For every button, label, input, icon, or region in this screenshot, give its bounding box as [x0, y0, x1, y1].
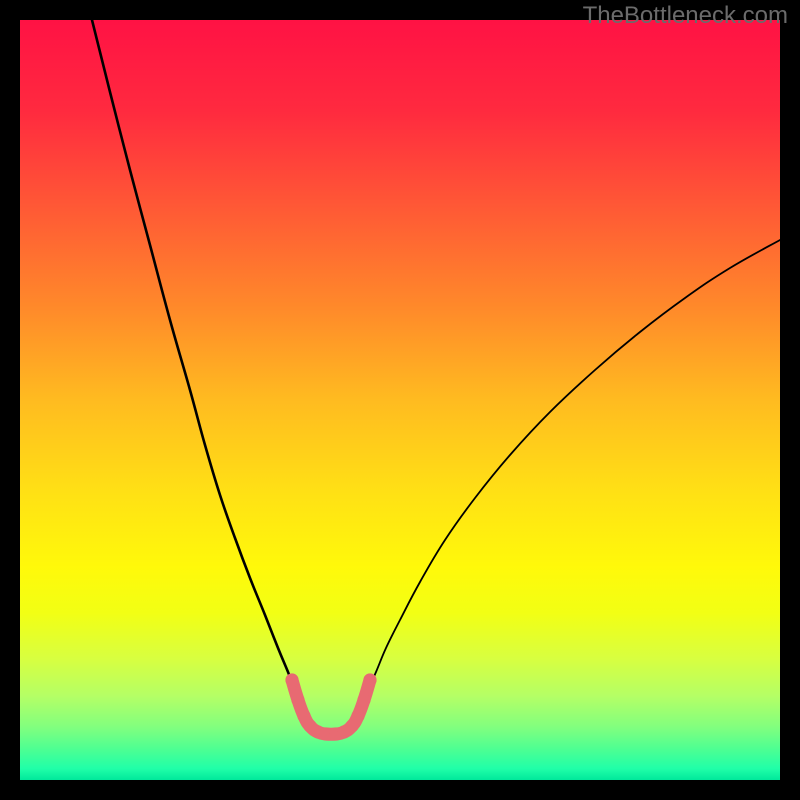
highlight-u-dot	[357, 693, 370, 706]
highlight-u-dot	[291, 693, 304, 706]
chart-stage: TheBottleneck.com	[0, 0, 800, 800]
plot-gradient	[20, 20, 780, 780]
chart-svg	[0, 0, 800, 800]
highlight-u-dot	[351, 709, 364, 722]
highlight-u-dot	[285, 673, 298, 686]
highlight-u-dot	[363, 673, 376, 686]
